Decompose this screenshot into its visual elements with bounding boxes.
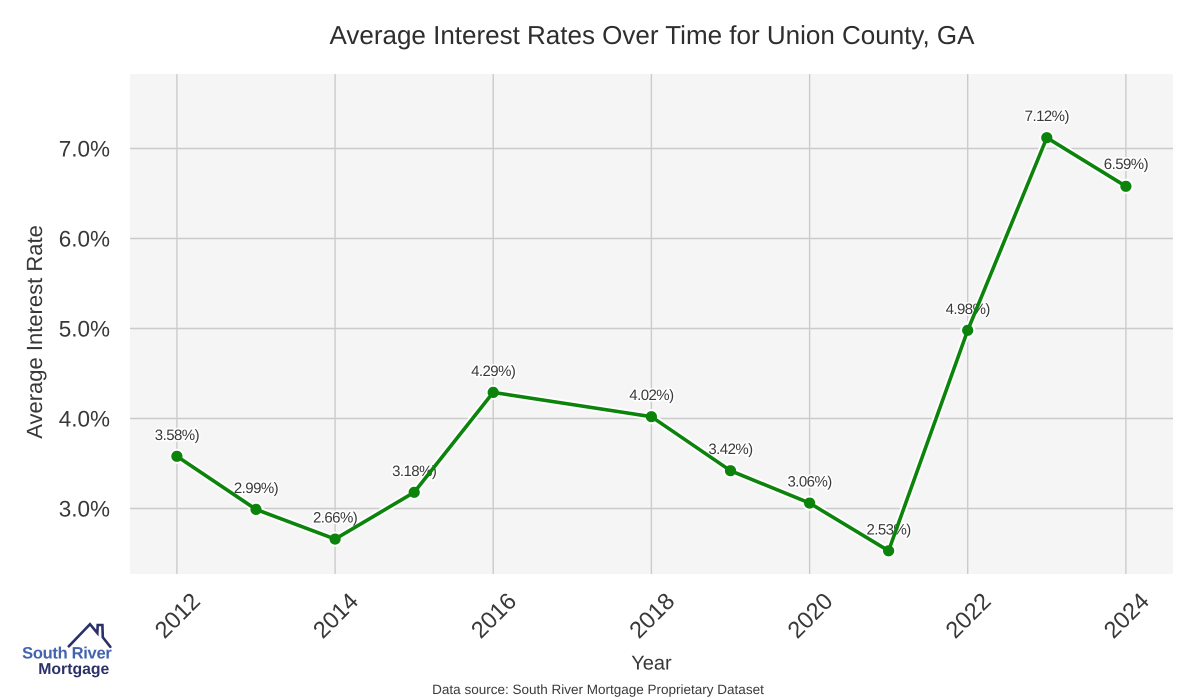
svg-text:4.0%: 4.0% xyxy=(59,407,110,432)
svg-text:3.0%: 3.0% xyxy=(59,497,110,522)
svg-text:7.0%: 7.0% xyxy=(59,137,110,162)
svg-text:3.06%): 3.06%) xyxy=(787,474,832,491)
svg-text:3.42%): 3.42%) xyxy=(708,441,753,458)
svg-text:5.0%: 5.0% xyxy=(59,317,110,342)
svg-text:2.66%): 2.66%) xyxy=(313,510,358,527)
svg-text:3.58%): 3.58%) xyxy=(155,427,200,444)
svg-text:6.59%): 6.59%) xyxy=(1104,156,1149,173)
svg-text:7.12%): 7.12%) xyxy=(1025,108,1070,125)
svg-text:4.02%): 4.02%) xyxy=(629,387,674,404)
svg-text:Average Interest Rate: Average Interest Rate xyxy=(22,225,47,439)
svg-text:2.99%): 2.99%) xyxy=(234,480,279,497)
svg-text:2.99%): 2.99%) xyxy=(234,480,279,497)
svg-text:South River: South River xyxy=(22,645,112,663)
svg-text:4.29%): 4.29%) xyxy=(471,363,516,380)
svg-text:3.06%): 3.06%) xyxy=(787,474,832,491)
svg-text:2.53%): 2.53%) xyxy=(866,521,911,538)
svg-text:Data source: South River Mortg: Data source: South River Mortgage Propri… xyxy=(432,682,764,697)
svg-text:7.12%): 7.12%) xyxy=(1025,108,1070,125)
svg-text:2.53%): 2.53%) xyxy=(866,521,911,538)
svg-text:3.42%): 3.42%) xyxy=(708,441,753,458)
svg-text:3.58%): 3.58%) xyxy=(155,427,200,444)
svg-text:4.02%): 4.02%) xyxy=(629,387,674,404)
svg-text:Year: Year xyxy=(631,652,672,674)
svg-text:4.29%): 4.29%) xyxy=(471,363,516,380)
svg-text:Average Interest Rates Over Ti: Average Interest Rates Over Time for Uni… xyxy=(330,20,976,50)
svg-text:Mortgage: Mortgage xyxy=(38,661,109,678)
svg-text:2.66%): 2.66%) xyxy=(313,510,358,527)
svg-text:4.98%): 4.98%) xyxy=(946,301,991,318)
svg-text:6.0%: 6.0% xyxy=(59,227,110,252)
svg-text:6.59%): 6.59%) xyxy=(1104,156,1149,173)
